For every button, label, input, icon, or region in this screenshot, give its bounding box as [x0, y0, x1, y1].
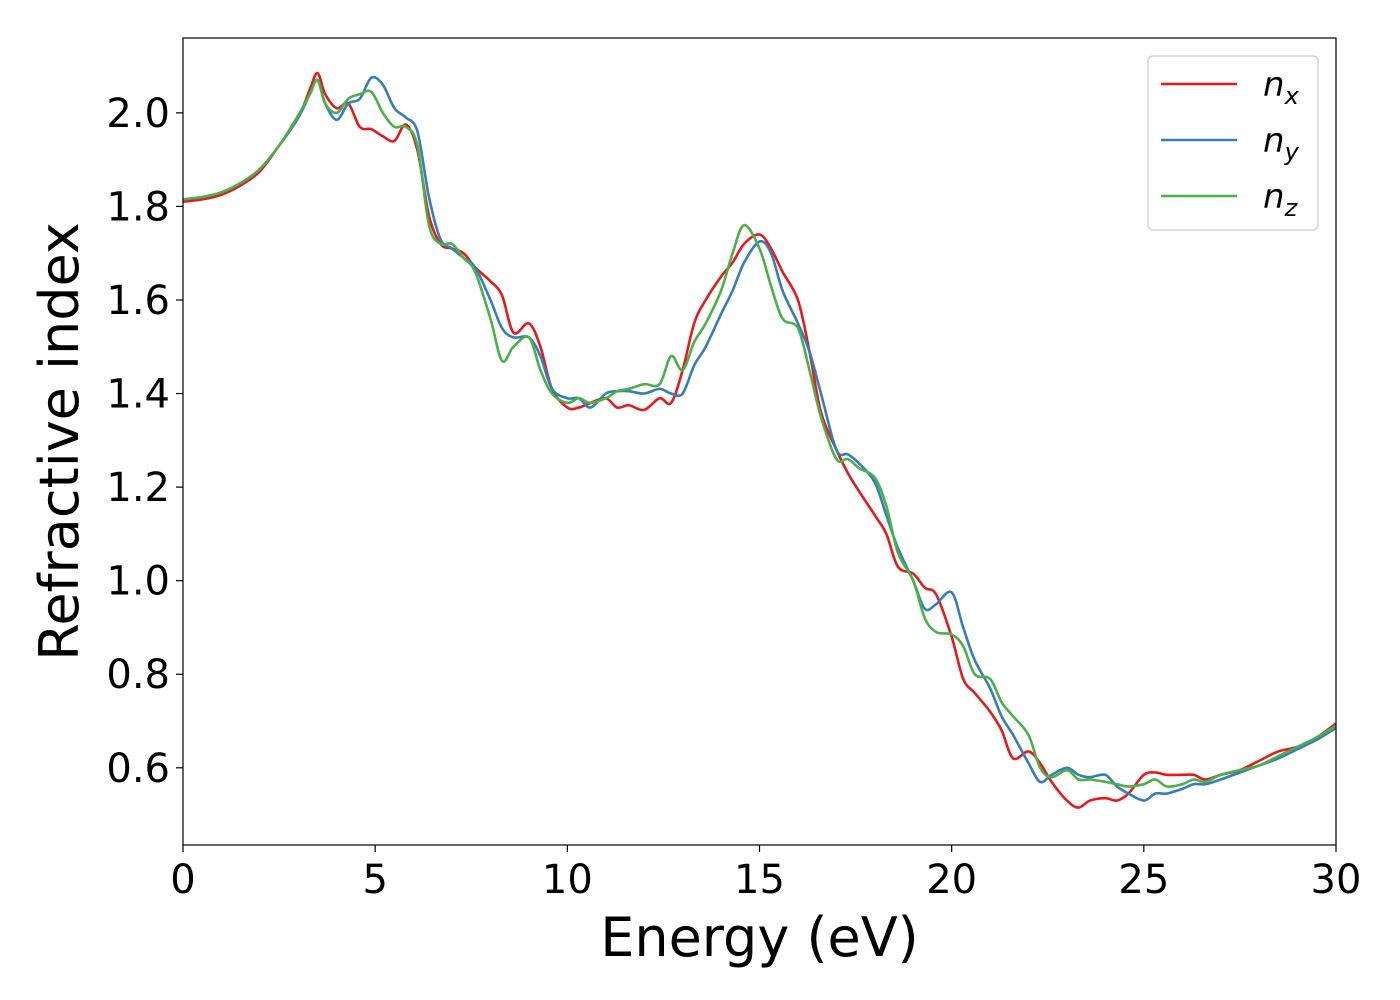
y-tick-label: 1.0 — [106, 559, 170, 605]
legend-subscript: x — [1284, 82, 1300, 110]
x-tick-label: 30 — [1311, 857, 1362, 903]
plot-background — [183, 38, 1336, 845]
series-line-x — [182, 71, 1337, 809]
y-axis-ticks: 0.6 0.8 1.0 1.2 1.4 1.6 1.8 2.0 — [106, 91, 183, 792]
x-axis-title: Energy (eV) — [600, 906, 919, 969]
x-tick-label: 20 — [926, 857, 977, 903]
legend-subscript: y — [1284, 138, 1300, 166]
y-tick-label: 1.4 — [106, 372, 170, 418]
legend-label-y: ny — [1263, 121, 1300, 166]
x-tick-label: 15 — [734, 857, 785, 903]
y-tick-label: 0.6 — [106, 746, 170, 792]
y-tick-label: 1.2 — [106, 465, 170, 511]
x-axis-ticks: 0 5 10 15 20 25 30 — [170, 845, 1361, 903]
legend-frame — [1147, 55, 1319, 231]
y-axis-title: Refractive index — [28, 222, 91, 661]
series-lines — [182, 71, 1337, 809]
x-tick-label: 0 — [170, 857, 195, 903]
x-tick-label: 5 — [362, 857, 387, 903]
y-tick-label: 0.8 — [106, 652, 170, 698]
y-tick-label: 1.6 — [106, 278, 170, 324]
x-tick-label: 25 — [1118, 857, 1169, 903]
y-tick-label: 1.8 — [106, 184, 170, 230]
y-tick-label: 2.0 — [106, 91, 170, 137]
x-tick-label: 10 — [542, 857, 593, 903]
series-line-z — [182, 78, 1337, 788]
legend-subscript: z — [1284, 194, 1299, 222]
